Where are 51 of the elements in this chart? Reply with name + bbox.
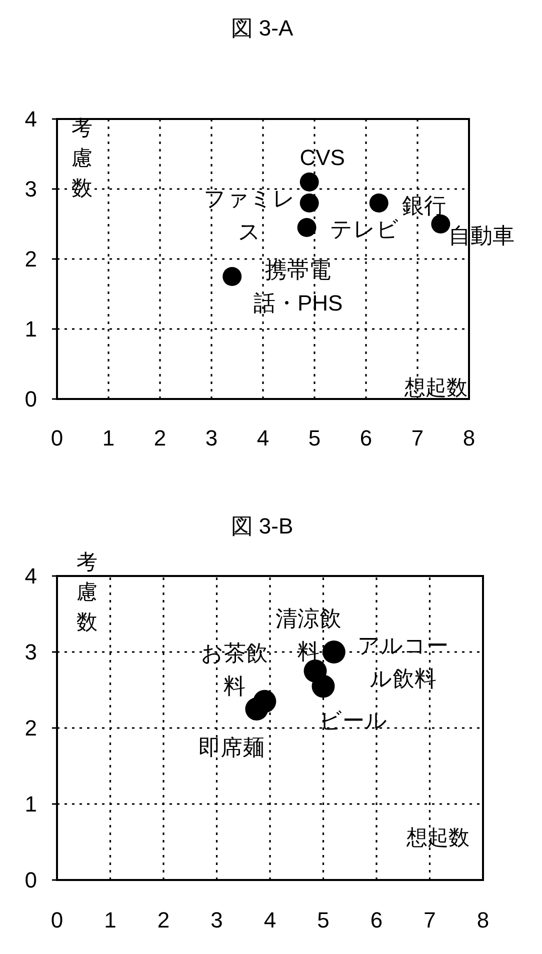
point (300, 194, 319, 212)
y-tick-label: 4 (24, 106, 37, 132)
point (245, 698, 268, 720)
annotation: 銀行 (402, 192, 446, 218)
x-tick-label: 5 (317, 908, 330, 932)
y-tick-label: 3 (24, 176, 37, 202)
y-tick-label: 0 (24, 386, 37, 412)
point (431, 214, 450, 234)
x-tick-label: 0 (50, 908, 64, 932)
annotation: 携帯電話・PHS (253, 257, 343, 315)
y-tick-label: 2 (24, 716, 37, 740)
x-tick-label: 6 (360, 426, 372, 450)
x-tick-label: 7 (411, 426, 424, 450)
x-tick-label: 3 (210, 908, 223, 932)
annotation: CVS (300, 144, 345, 170)
x-tick-label: 8 (462, 426, 476, 450)
point (300, 172, 319, 192)
point (297, 218, 316, 237)
x-axis-title: 想起数 (406, 826, 470, 850)
y-tick-label: 4 (24, 564, 37, 588)
annotation: 即席麺 (198, 734, 265, 760)
y-tick-label: 0 (24, 868, 37, 892)
x-tick-label: 4 (256, 426, 270, 450)
y-tick-label: 3 (24, 640, 37, 664)
annotation: テレビ (330, 216, 399, 241)
x-tick-label: 6 (370, 908, 383, 932)
y-axis-title: 考慮数 (76, 550, 98, 634)
x-axis-title: 想起数 (404, 376, 468, 400)
point (222, 267, 242, 286)
chart-title: 図 3-A (230, 16, 294, 40)
point (322, 640, 346, 664)
x-tick-label: 2 (157, 908, 170, 932)
annotation: ファミレス (203, 186, 296, 244)
point (312, 674, 335, 698)
x-tick-label: 5 (308, 426, 321, 450)
x-tick-label: 8 (476, 908, 490, 932)
x-tick-label: 7 (424, 908, 436, 932)
y-tick-label: 1 (24, 792, 37, 816)
x-tick-label: 0 (50, 426, 64, 450)
annotation: 自動車 (448, 222, 515, 248)
y-axis-title: 考慮数 (72, 116, 92, 200)
annotation: 清涼飲料 (275, 606, 342, 664)
point (369, 194, 388, 212)
x-tick-label: 4 (264, 908, 276, 932)
x-tick-label: 1 (102, 426, 115, 450)
y-tick-label: 1 (24, 316, 37, 342)
x-tick-label: 2 (154, 426, 166, 450)
chart-title: 図 3-B (230, 514, 294, 538)
x-tick-label: 3 (205, 426, 218, 450)
y-tick-label: 2 (24, 246, 37, 272)
x-tick-label: 1 (104, 908, 116, 932)
